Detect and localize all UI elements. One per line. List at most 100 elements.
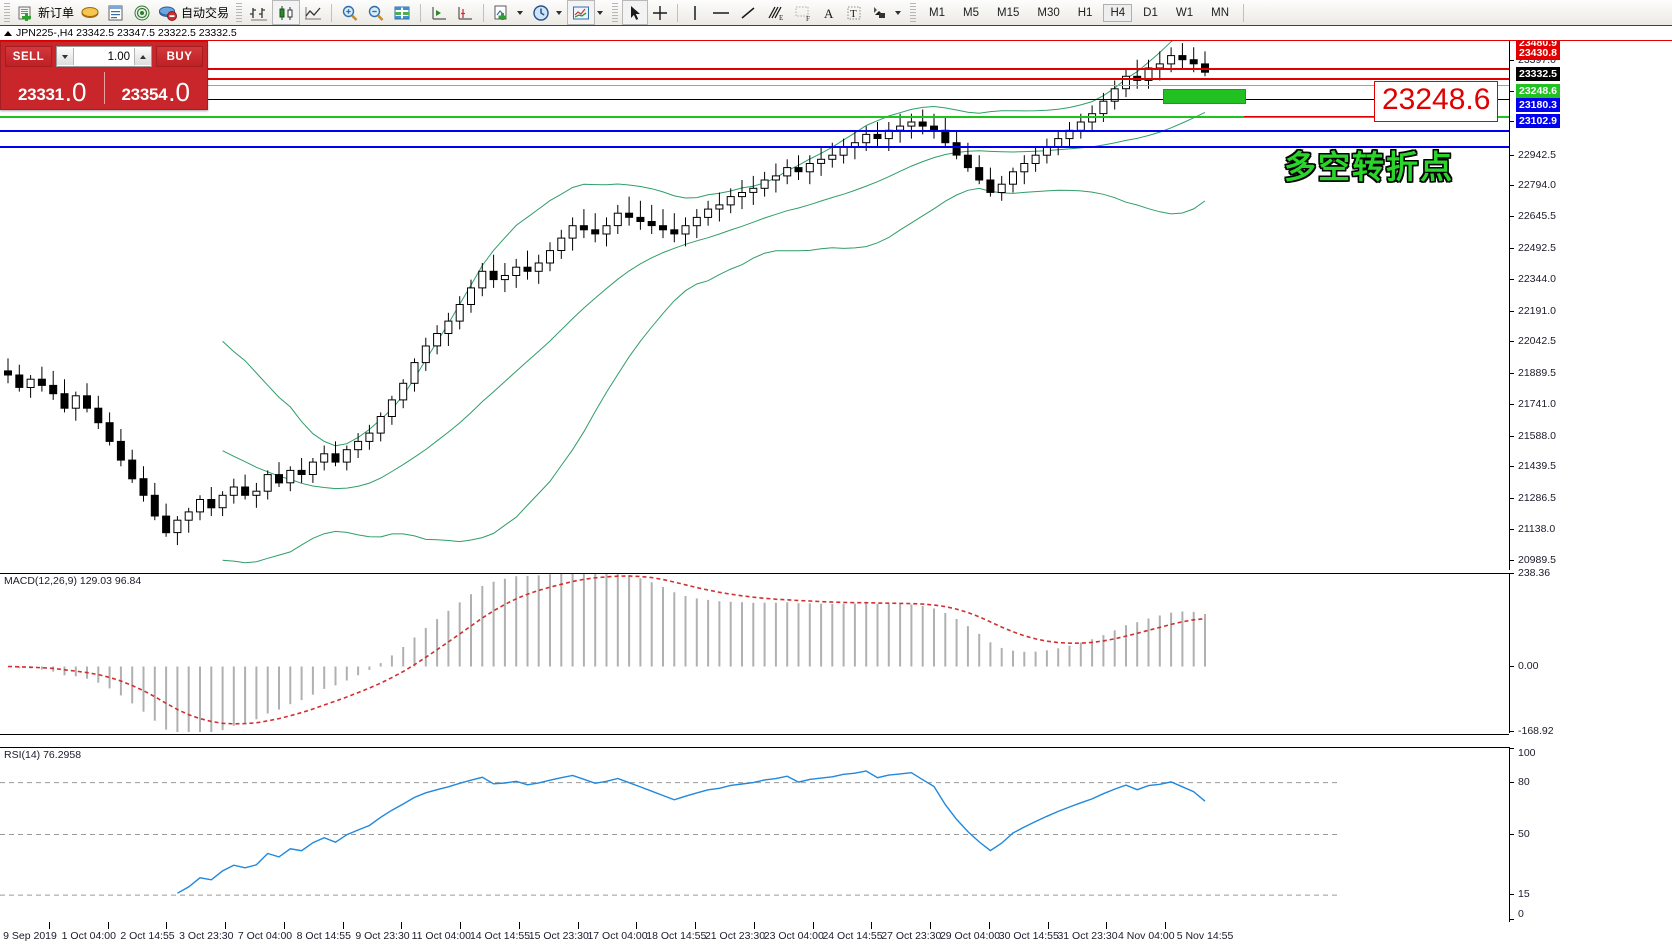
indicators-button[interactable] [489, 1, 515, 24]
sell-price[interactable]: 23331 .0 [1, 68, 104, 108]
volume-value[interactable]: 1.00 [107, 50, 130, 63]
toolbar-grip-3[interactable] [612, 3, 619, 22]
chart-shift-button[interactable] [426, 1, 452, 24]
time-tick [695, 922, 696, 929]
price-level-line[interactable] [0, 116, 1516, 119]
chart-annotation-text[interactable]: 多空转折点 [1284, 148, 1455, 186]
vertical-line-button[interactable] [683, 1, 707, 24]
target-zone-box[interactable] [1163, 89, 1246, 104]
price-callout[interactable]: 23248.6 [1374, 81, 1499, 122]
time-tick [812, 922, 814, 929]
templates-dropdown-caret[interactable] [597, 10, 604, 15]
price-level-label[interactable]: 23180.3 [1516, 98, 1560, 113]
rsi-pane[interactable]: RSI(14) 76.2958 [0, 747, 1509, 924]
bar-chart-button[interactable] [246, 1, 272, 24]
toolbar-divider-4 [677, 3, 679, 22]
timeframe-d1[interactable]: D1 [1143, 6, 1158, 19]
new-order-label: 新订单 [38, 6, 75, 20]
toolbar-grip-4[interactable] [910, 3, 917, 22]
rsi-scale-label: 50 [1518, 827, 1530, 840]
text-label-button[interactable]: F [789, 1, 817, 24]
volume-increment-button[interactable] [134, 48, 151, 65]
price-level-line[interactable] [0, 146, 1516, 149]
toolbar-grip[interactable] [4, 3, 10, 22]
timeframe-h1[interactable]: H1 [1077, 6, 1093, 19]
price-level-label[interactable]: 23332.5 [1516, 66, 1560, 81]
collapse-triangle-icon[interactable] [4, 30, 12, 36]
macd-pane[interactable]: MACD(12,26,9) 129.03 96.84 [0, 573, 1509, 735]
shapes-button[interactable] [867, 1, 893, 24]
rsi-label: RSI(14) 76.2958 [4, 749, 82, 761]
timeframe-m1[interactable]: M1 [929, 6, 946, 19]
templates-icon [573, 6, 590, 19]
toolbar-grip-2[interactable] [236, 3, 243, 22]
price-level-label[interactable]: 23102.9 [1516, 114, 1560, 129]
indicators-icon [494, 5, 507, 20]
svg-text:E: E [779, 14, 783, 22]
text-button[interactable]: A [817, 1, 841, 24]
horizontal-line-button[interactable] [707, 1, 735, 24]
cursor-button[interactable] [622, 0, 649, 25]
indicators-dropdown-caret[interactable] [517, 10, 524, 15]
autotrading-button[interactable]: 自动交易 [155, 1, 232, 24]
macd-label: MACD(12,26,9) 129.03 96.84 [4, 575, 142, 587]
scale-label: 21286.5 [1518, 492, 1556, 505]
templates-button[interactable] [567, 0, 596, 25]
auto-scroll-button[interactable] [452, 1, 478, 24]
price-level-line[interactable] [0, 78, 1516, 81]
scale-label: 22191.0 [1518, 304, 1556, 317]
scale-label: 22344.0 [1518, 272, 1556, 285]
volume-dropdown-button[interactable] [57, 48, 74, 65]
timeframe-m30[interactable]: M30 [1037, 6, 1060, 19]
timeframe-m5[interactable]: M5 [963, 6, 979, 19]
scale-tick [1509, 498, 1514, 500]
periods-button[interactable] [528, 1, 554, 24]
symbol-ohlc-text: JPN225-,H4 23342.5 23347.5 23322.5 23332… [16, 27, 237, 39]
trendline-button[interactable] [735, 1, 761, 24]
timeframe-w1[interactable]: W1 [1175, 6, 1194, 19]
timeframe-mn[interactable]: MN [1211, 6, 1229, 19]
price-level-label[interactable]: 23430.8 [1516, 46, 1560, 61]
zoom-out-button[interactable] [363, 1, 389, 24]
scale-label: 21138.0 [1518, 522, 1556, 535]
buy-button[interactable]: BUY [156, 46, 203, 67]
navigator-button[interactable] [129, 1, 155, 24]
zoom-in-button[interactable] [337, 1, 363, 24]
line-chart-button[interactable] [300, 1, 326, 24]
rsi-scale[interactable]: 100 80 50 15 0 [1509, 747, 1672, 922]
grid-button[interactable] [389, 1, 415, 24]
candlestick-chart-icon [279, 5, 293, 20]
crosshair-button[interactable] [648, 1, 672, 24]
price-level-line[interactable] [0, 98, 1516, 100]
macd-scale[interactable]: 238.36 0.00 -168.92 [1509, 567, 1672, 737]
price-divider [103, 72, 105, 104]
buy-price-integer: 23354 [121, 85, 168, 104]
price-pane[interactable] [0, 39, 1509, 570]
time-axis[interactable]: 9 Sep 2019 1 Oct 04:00 2 Oct 14:55 3 Oct 23… [0, 922, 1509, 947]
price-level-line[interactable] [0, 130, 1516, 133]
price-scale[interactable]: 23397.023248.623102.922942.522794.022645… [1509, 36, 1672, 570]
data-window-button[interactable] [103, 1, 129, 24]
shapes-dropdown-caret[interactable] [895, 10, 902, 15]
navigator-icon [134, 5, 150, 20]
fibonacci-button[interactable]: E [761, 1, 789, 24]
expert-advisors-icon [81, 6, 99, 18]
price-level-line[interactable] [0, 68, 1516, 70]
buy-price[interactable]: 23354 .0 [105, 68, 208, 108]
timeframe-m15[interactable]: M15 [997, 6, 1020, 19]
price-level-label[interactable]: 23248.6 [1516, 84, 1560, 99]
candlestick-chart-button[interactable] [272, 0, 301, 25]
timeframe-h4[interactable]: H4 [1103, 3, 1133, 22]
price-level-line[interactable] [0, 85, 1516, 87]
text-box-button[interactable]: T [841, 1, 867, 24]
periods-dropdown-caret[interactable] [556, 10, 563, 15]
autotrading-label: 自动交易 [181, 6, 230, 20]
volume-stepper[interactable]: 1.00 [56, 46, 152, 67]
chart-area[interactable]: JPN225-,H4 23342.5 23347.5 23322.5 23332… [0, 25, 1672, 947]
time-label: 8 Oct 14:55 [296, 930, 351, 942]
expert-advisors-button[interactable] [77, 1, 103, 24]
sell-button[interactable]: SELL [5, 46, 52, 67]
rsi-tick [1509, 748, 1514, 749]
one-click-trading-panel[interactable]: SELL 1.00 BUY 23331 .0 23354 .0 [0, 41, 208, 110]
new-order-button[interactable]: 新订单 [14, 1, 77, 24]
